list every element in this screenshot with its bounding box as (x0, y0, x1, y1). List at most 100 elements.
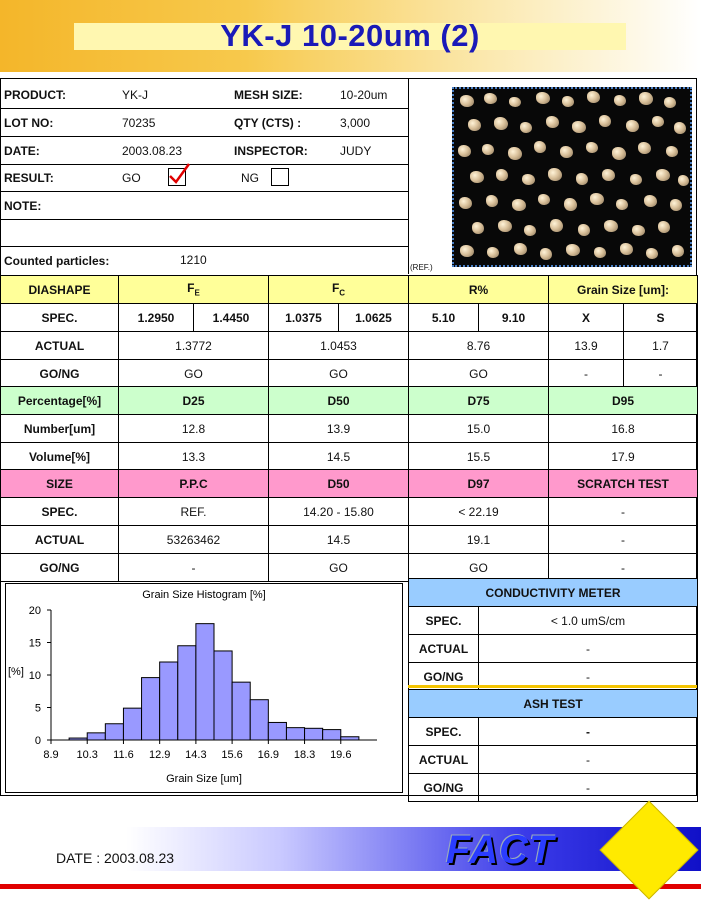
spec-cell: 1.0625 (338, 303, 409, 332)
histogram-bar (141, 677, 161, 741)
spec-label: SPEC. (0, 303, 119, 332)
particle (566, 244, 580, 256)
particle (612, 147, 626, 160)
go-checkbox[interactable] (168, 163, 191, 186)
particle (652, 116, 664, 127)
checkmark-icon (169, 163, 191, 184)
section-divider (408, 685, 697, 688)
company-logo: FACT (446, 828, 555, 872)
d75-header: D75 (408, 386, 549, 415)
particle (626, 120, 639, 132)
particle (524, 225, 536, 236)
spec-cell: 1.0375 (268, 303, 339, 332)
value-cell: 14.20 - 15.80 (268, 497, 409, 526)
inspector-value: JUDY (340, 144, 372, 158)
inspector-label: INSPECTOR: (234, 144, 308, 158)
counted-particles-value: 1210 (180, 253, 207, 267)
particle (472, 222, 484, 234)
value-cell: 19.1 (408, 525, 549, 554)
particle (486, 195, 498, 207)
histogram-bar (86, 732, 106, 741)
spec-cell: 1.4450 (193, 303, 269, 332)
value-cell: 16.8 (548, 414, 698, 443)
particle (560, 146, 573, 158)
conductivity-table: CONDUCTIVITY METER SPEC. < 1.0 umS/cm ACT… (408, 578, 698, 691)
ng-checkbox[interactable] (271, 168, 289, 186)
particle (678, 175, 689, 186)
row-label: ACTUAL (408, 745, 479, 774)
size-table: SIZE P.P.C D50 D97 SCRATCH TEST SPEC. RE… (0, 469, 698, 582)
particle (666, 146, 678, 157)
value-cell: - (478, 773, 698, 802)
product-value: YK-J (122, 88, 149, 102)
particle (534, 141, 546, 153)
histogram-bar (159, 661, 179, 741)
gong-cell: GO (118, 359, 269, 388)
chart-title: Grain Size Histogram [%] (142, 589, 265, 601)
y-tick-label: 15 (29, 638, 41, 650)
particle (620, 243, 633, 255)
spec-cell: S (622, 303, 699, 332)
value-cell: - (548, 497, 698, 526)
particle (594, 247, 606, 258)
gong-cell: GO (268, 359, 409, 388)
divider (0, 136, 408, 137)
product-label: PRODUCT: (4, 88, 66, 102)
x-tick-label: 16.9 (258, 749, 279, 761)
particle (562, 96, 574, 107)
divider (0, 108, 408, 109)
particle (512, 199, 526, 211)
qty-label: QTY (CTS) : (234, 116, 302, 130)
lot-value: 70235 (122, 116, 156, 130)
gong-cell: - (548, 359, 624, 388)
d95-header: D95 (548, 386, 698, 415)
particle (540, 248, 552, 260)
percentage-header: Percentage[%] (0, 386, 119, 415)
value-cell: - (478, 634, 698, 663)
conductivity-header: CONDUCTIVITY METER (408, 578, 698, 607)
ash-test-table: ASH TEST SPEC. - ACTUAL - GO/NG - (408, 689, 698, 802)
x-tick-label: 10.3 (77, 749, 98, 761)
lot-label: LOT NO: (4, 116, 54, 130)
particle (548, 168, 562, 181)
mesh-size-label: MESH SIZE: (234, 88, 303, 102)
histogram-bar (285, 727, 306, 741)
particle (487, 247, 499, 258)
particle (498, 220, 512, 232)
particle (644, 195, 657, 207)
particle (482, 144, 494, 155)
scratch-test-header: SCRATCH TEST (548, 469, 698, 498)
value-cell: < 22.19 (408, 497, 549, 526)
footer-date: DATE : 2003.08.23 (56, 850, 175, 866)
value-cell: 14.5 (268, 442, 409, 471)
particle (546, 116, 559, 128)
histogram-bar (340, 736, 360, 741)
photo-caption: (REF.) (410, 263, 433, 272)
histogram-bar (231, 681, 251, 741)
particle (672, 245, 684, 257)
value-cell: - (478, 717, 698, 746)
particle (522, 174, 535, 185)
value-cell: - (118, 553, 269, 582)
note-label: NOTE: (4, 199, 42, 213)
r-percent-header: R% (408, 275, 549, 304)
value-cell: GO (268, 553, 409, 582)
particle (639, 92, 653, 105)
particle (572, 121, 586, 133)
ash-test-header: ASH TEST (408, 689, 698, 718)
actual-cell: 8.76 (408, 331, 549, 360)
fc-header: FC (268, 275, 409, 304)
value-cell: 13.9 (268, 414, 409, 443)
histogram-panel: Grain Size Histogram [%] Grain Size [um]… (5, 583, 403, 793)
particle (459, 197, 472, 209)
histogram-bar (213, 650, 233, 741)
particle (614, 95, 626, 106)
histogram-bar (267, 721, 287, 741)
particle (460, 245, 474, 257)
gong-cell: GO (408, 359, 549, 388)
footer-banner (0, 827, 701, 871)
particle (470, 171, 484, 183)
result-label: RESULT: (4, 171, 54, 185)
particle (514, 243, 527, 255)
d25-header: D25 (118, 386, 269, 415)
